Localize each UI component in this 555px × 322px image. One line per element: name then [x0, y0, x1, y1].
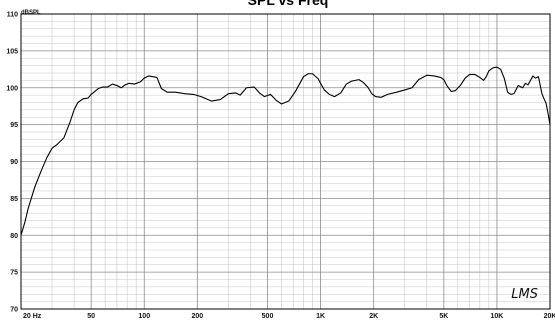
spl-curve	[20, 66, 551, 236]
x-tick-label: 100	[138, 313, 150, 320]
x-tick-label: 200	[191, 313, 203, 320]
y-tick-label: 105	[6, 48, 18, 55]
y-tick-label: 80	[10, 233, 18, 240]
y-tick-label: 75	[10, 270, 18, 277]
x-tick-label: 50	[87, 313, 95, 320]
y-tick-label: 110	[7, 12, 18, 19]
y-axis-unit: dBSPL	[21, 10, 41, 16]
x-tick-label: 20K	[544, 313, 555, 320]
y-tick-label: 90	[10, 159, 18, 166]
x-tick-labels: 20 Hz 50 100 200 500 1K 2K 5K 10K 20K	[23, 313, 555, 320]
y-tick-label: 95	[10, 122, 18, 129]
x-tick-label: 20 Hz	[23, 313, 42, 320]
y-tick-label: 100	[6, 85, 18, 92]
plot-frame	[20, 13, 551, 310]
x-tick-label: 500	[262, 313, 274, 320]
y-tick-labels: 70 75 80 85 90 95 100 105 110	[6, 12, 18, 314]
y-tick-label: 85	[10, 196, 18, 203]
x-tick-label: 1K	[316, 313, 325, 320]
y-tick-label: 70	[10, 307, 18, 314]
x-tick-label: 5K	[439, 313, 448, 320]
x-tick-label: 2K	[369, 313, 378, 320]
chart-title: SPL vs Freq	[248, 0, 329, 8]
lms-logo: LMS	[511, 287, 538, 302]
x-tick-label: 10K	[490, 313, 503, 320]
